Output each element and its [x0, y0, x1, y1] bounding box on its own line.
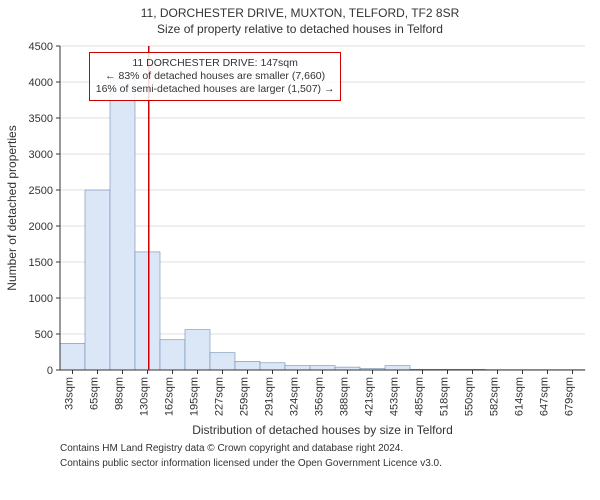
svg-text:500: 500	[35, 329, 53, 341]
svg-text:614sqm: 614sqm	[514, 377, 526, 416]
annotation-line3: 16% of semi-detached houses are larger (…	[96, 83, 335, 96]
svg-text:2000: 2000	[29, 221, 53, 233]
annotation-box: 11 DORCHESTER DRIVE: 147sqm ← 83% of det…	[89, 52, 342, 101]
svg-text:388sqm: 388sqm	[339, 377, 351, 416]
chart-subtitle: Size of property relative to detached ho…	[0, 22, 600, 40]
svg-text:485sqm: 485sqm	[414, 377, 426, 416]
svg-text:227sqm: 227sqm	[214, 377, 226, 416]
svg-text:679sqm: 679sqm	[564, 377, 576, 416]
svg-text:421sqm: 421sqm	[364, 377, 376, 416]
svg-text:130sqm: 130sqm	[139, 377, 151, 416]
svg-text:0: 0	[47, 365, 53, 377]
svg-text:259sqm: 259sqm	[239, 377, 251, 416]
svg-text:324sqm: 324sqm	[289, 377, 301, 416]
svg-text:33sqm: 33sqm	[64, 377, 76, 410]
svg-text:162sqm: 162sqm	[164, 377, 176, 416]
svg-text:98sqm: 98sqm	[114, 377, 126, 410]
svg-text:582sqm: 582sqm	[489, 377, 501, 416]
svg-text:3500: 3500	[29, 113, 53, 125]
svg-text:291sqm: 291sqm	[264, 377, 276, 416]
svg-text:550sqm: 550sqm	[464, 377, 476, 416]
svg-text:647sqm: 647sqm	[539, 377, 551, 416]
annotation-line2: ← 83% of detached houses are smaller (7,…	[96, 70, 335, 83]
svg-text:2500: 2500	[29, 185, 53, 197]
svg-text:3000: 3000	[29, 149, 53, 161]
svg-text:518sqm: 518sqm	[439, 377, 451, 416]
svg-text:Number of detached properties: Number of detached properties	[5, 125, 19, 290]
chart-title: 11, DORCHESTER DRIVE, MUXTON, TELFORD, T…	[0, 0, 600, 22]
annotation-line1: 11 DORCHESTER DRIVE: 147sqm	[96, 57, 335, 70]
svg-text:195sqm: 195sqm	[189, 377, 201, 416]
svg-text:4000: 4000	[29, 77, 53, 89]
svg-text:1000: 1000	[29, 293, 53, 305]
svg-text:356sqm: 356sqm	[314, 377, 326, 416]
svg-text:Distribution of detached house: Distribution of detached houses by size …	[192, 423, 453, 437]
credit-line-1: Contains HM Land Registry data © Crown c…	[60, 442, 600, 455]
svg-text:1500: 1500	[29, 257, 53, 269]
svg-text:453sqm: 453sqm	[389, 377, 401, 416]
svg-text:4500: 4500	[29, 41, 53, 53]
svg-text:65sqm: 65sqm	[89, 377, 101, 410]
credit-line-2: Contains public sector information licen…	[60, 457, 600, 470]
